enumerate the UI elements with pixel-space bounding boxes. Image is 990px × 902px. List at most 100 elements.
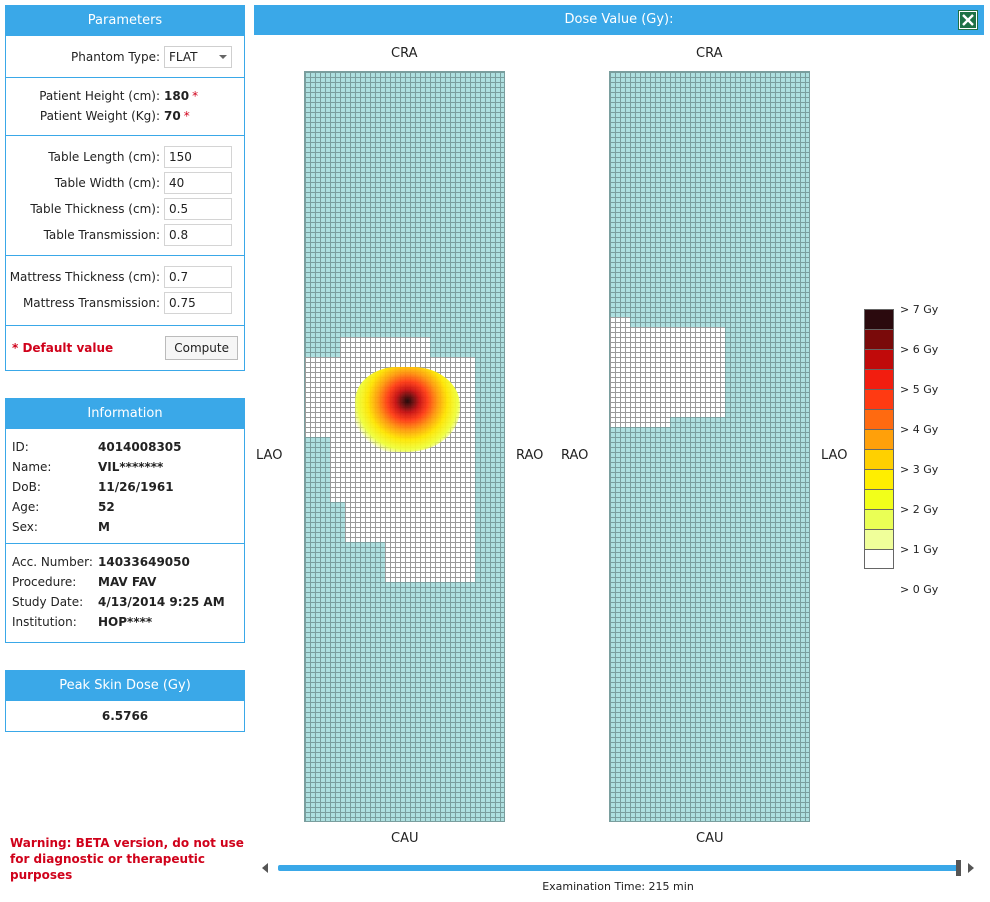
patient-weight-value: 70 — [164, 109, 181, 123]
parameters-panel: Parameters Phantom Type: FLAT Patient He… — [5, 5, 245, 371]
left-map-bottom-label: CAU — [391, 831, 419, 846]
info-row: Age: 52 — [6, 497, 244, 517]
mattress-section: Mattress Thickness (cm): Mattress Transm… — [6, 256, 244, 326]
legend-label: > 1 Gy — [900, 543, 939, 556]
timeline-slider[interactable] — [262, 860, 974, 876]
examination-time: Examination Time: 215 min — [542, 880, 694, 893]
legend-swatch — [864, 529, 894, 549]
table-thickness-input[interactable] — [164, 198, 232, 220]
compute-button[interactable]: Compute — [165, 336, 238, 360]
info-label: Acc. Number: — [12, 555, 93, 569]
legend-swatch — [864, 489, 894, 509]
info-row: Name: VIL******* — [6, 457, 244, 477]
info-label: ID: — [12, 440, 29, 454]
peak-dose-value: 6.5766 — [101, 709, 149, 723]
peak-dose-panel: Peak Skin Dose (Gy) 6.5766 — [5, 670, 245, 732]
patient-height-value: 180 — [164, 89, 190, 103]
info-value: VIL******* — [98, 460, 164, 474]
legend-swatch — [864, 549, 894, 569]
excel-export-icon[interactable] — [958, 10, 978, 30]
info-row: Acc. Number: 14033649050 — [6, 552, 244, 572]
info-label: Age: — [12, 500, 40, 514]
info-value: HOP**** — [98, 615, 153, 629]
legend-swatch — [864, 429, 894, 449]
legend-label: > 6 Gy — [900, 343, 939, 356]
table-length-label: Table Length (cm): — [48, 150, 160, 164]
legend-swatch — [864, 469, 894, 489]
chevron-right-icon[interactable] — [968, 863, 974, 873]
table-transmission-label: Table Transmission: — [43, 228, 160, 242]
table-width-input[interactable] — [164, 172, 232, 194]
right-map-left-label: RAO — [561, 448, 589, 463]
info-row: ID: 4014008305 — [6, 437, 244, 457]
phantom-type-label: Phantom Type: — [71, 50, 160, 64]
legend-label: > 4 Gy — [900, 423, 939, 436]
info-label: Sex: — [12, 520, 38, 534]
patient-info-section: ID: 4014008305 Name: VIL******* DoB: 11/26/… — [6, 429, 244, 544]
table-width-label: Table Width (cm): — [54, 176, 160, 190]
table-thickness-label: Table Thickness (cm): — [30, 202, 160, 216]
information-panel: Information ID: 4014008305 Name: VIL******… — [5, 398, 245, 643]
legend-swatch — [864, 309, 894, 329]
legend-label: > 5 Gy — [900, 383, 939, 396]
study-info-section: Acc. Number: 14033649050 Procedure: MAV FA… — [6, 544, 244, 636]
left-map-right-label: RAO — [516, 448, 544, 463]
info-value: 52 — [98, 500, 115, 514]
table-section: Table Length (cm): Table Width (cm): Tab… — [6, 136, 244, 256]
info-row: Sex: M — [6, 517, 244, 537]
phantom-type-value: FLAT — [169, 50, 198, 64]
phantom-type-select[interactable]: FLAT — [164, 46, 232, 68]
info-value: 4/13/2014 9:25 AM — [98, 595, 225, 609]
dose-header: Dose Value (Gy): — [254, 5, 984, 35]
legend-swatch — [864, 329, 894, 349]
dose-title: Dose Value (Gy): — [564, 12, 674, 27]
legend-label: > 7 Gy — [900, 303, 939, 316]
info-value: 4014008305 — [98, 440, 182, 454]
info-row: Procedure: MAV FAV — [6, 572, 244, 592]
legend-swatch — [864, 389, 894, 409]
required-mark: * — [192, 89, 199, 103]
legend-swatch — [864, 349, 894, 369]
info-value: M — [98, 520, 110, 534]
legend-swatch — [864, 409, 894, 429]
parameters-title: Parameters — [6, 6, 244, 36]
beta-warning: Warning: BETA version, do not use for di… — [10, 836, 244, 882]
phantom-section: Phantom Type: FLAT — [6, 36, 244, 78]
exposed-region — [345, 502, 475, 542]
timeline-track[interactable] — [278, 865, 958, 871]
default-value-note: * Default value — [12, 341, 114, 355]
patient-height-label: Patient Height (cm): — [39, 89, 160, 103]
info-label: Institution: — [12, 615, 77, 629]
info-label: Study Date: — [12, 595, 84, 609]
timeline-thumb[interactable] — [956, 860, 961, 876]
exposed-region — [610, 317, 630, 327]
info-row: Institution: HOP**** — [6, 612, 244, 632]
table-transmission-input[interactable] — [164, 224, 232, 246]
peak-dose-title: Peak Skin Dose (Gy) — [6, 671, 244, 701]
patient-section: Patient Height (cm): 180 * Patient Weigh… — [6, 78, 244, 136]
info-label: DoB: — [12, 480, 41, 494]
right-map-top-label: CRA — [696, 46, 723, 61]
info-row: Study Date: 4/13/2014 9:25 AM — [6, 592, 244, 612]
left-dose-map — [304, 71, 505, 822]
mattress-thickness-label: Mattress Thickness (cm): — [9, 270, 160, 284]
legend-label: > 2 Gy — [900, 503, 939, 516]
right-map-right-label: LAO — [821, 448, 848, 463]
legend-swatch — [864, 369, 894, 389]
legend-swatch — [864, 509, 894, 529]
info-value: 14033649050 — [98, 555, 190, 569]
left-map-top-label: CRA — [391, 46, 418, 61]
info-label: Procedure: — [12, 575, 77, 589]
information-title: Information — [6, 399, 244, 429]
chevron-left-icon[interactable] — [262, 863, 268, 873]
info-value: 11/26/1961 — [98, 480, 174, 494]
info-label: Name: — [12, 460, 52, 474]
table-length-input[interactable] — [164, 146, 232, 168]
mattress-thickness-input[interactable] — [164, 266, 232, 288]
chevron-down-icon — [219, 55, 227, 59]
patient-weight-label: Patient Weight (Kg): — [39, 109, 160, 123]
right-map-bottom-label: CAU — [696, 831, 724, 846]
exposed-region — [385, 537, 475, 582]
right-dose-map — [609, 71, 810, 822]
mattress-transmission-input[interactable] — [164, 292, 232, 314]
